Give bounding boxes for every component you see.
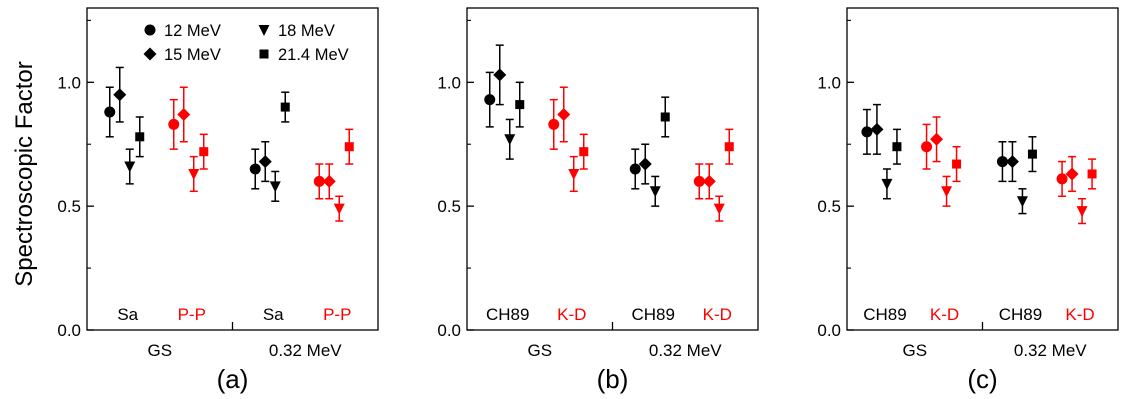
data-point bbox=[693, 175, 705, 187]
data-point bbox=[548, 118, 560, 130]
data-point bbox=[870, 122, 884, 136]
y-tick-label: 0.0 bbox=[57, 321, 81, 340]
y-tick-label: 1.0 bbox=[57, 73, 81, 92]
data-point bbox=[1027, 149, 1037, 159]
x-group-label: 0.32 MeV bbox=[1014, 341, 1087, 360]
legend-marker bbox=[144, 24, 156, 36]
data-point bbox=[177, 108, 191, 122]
data-point bbox=[649, 186, 661, 198]
data-point bbox=[930, 132, 944, 146]
y-tick-label: 0.5 bbox=[57, 197, 81, 216]
data-point bbox=[557, 108, 571, 122]
y-tick-label: 1.0 bbox=[437, 73, 461, 92]
data-point bbox=[1087, 169, 1097, 179]
data-point bbox=[892, 142, 902, 152]
method-label: CH89 bbox=[486, 305, 529, 324]
data-point bbox=[258, 155, 272, 169]
panel-0: 0.0 0.5 1.0 GS Sa P-P 0.32 MeV Sa P-P (a) bbox=[57, 7, 379, 394]
legend-label: 21.4 MeV bbox=[278, 46, 349, 64]
data-point bbox=[269, 181, 281, 193]
data-point bbox=[504, 134, 516, 146]
data-point bbox=[702, 174, 716, 188]
method-label: K-D bbox=[1065, 305, 1094, 324]
legend-marker bbox=[259, 49, 269, 59]
y-axis-label: Spectroscopic Factor bbox=[11, 61, 38, 286]
data-point bbox=[629, 163, 641, 175]
data-point bbox=[638, 157, 652, 171]
legend-label: 15 MeV bbox=[164, 46, 221, 64]
legend-marker bbox=[143, 47, 157, 61]
legend-label: 18 MeV bbox=[278, 22, 335, 40]
x-group-label: GS bbox=[147, 341, 172, 360]
data-point bbox=[1076, 206, 1088, 218]
method-label: K-D bbox=[557, 305, 586, 324]
data-point bbox=[1016, 196, 1028, 208]
method-label: Sa bbox=[117, 305, 138, 324]
legend: 12 MeV 15 MeV 18 MeV 21.4 MeV bbox=[143, 22, 349, 64]
x-group-label: 0.32 MeV bbox=[649, 341, 722, 360]
panel-1: 0.0 0.5 1.0 GS CH89 K-D 0.32 MeV CH89 K-D (b) bbox=[437, 7, 759, 394]
data-point bbox=[921, 141, 933, 153]
y-tick-label: 0.0 bbox=[817, 321, 841, 340]
data-point bbox=[104, 106, 116, 118]
data-point bbox=[124, 161, 136, 173]
data-point bbox=[199, 147, 209, 157]
data-point bbox=[344, 142, 354, 152]
x-group-label: 0.32 MeV bbox=[269, 341, 342, 360]
method-label: CH89 bbox=[632, 305, 675, 324]
legend-marker bbox=[258, 25, 270, 36]
data-point bbox=[568, 168, 580, 180]
y-tick-label: 0.0 bbox=[437, 321, 461, 340]
panel-label: (a) bbox=[217, 364, 249, 394]
data-point bbox=[861, 126, 873, 138]
data-point bbox=[484, 94, 496, 106]
data-point bbox=[660, 112, 670, 122]
method-label: K-D bbox=[930, 305, 959, 324]
data-point bbox=[996, 156, 1008, 168]
legend-label: 12 MeV bbox=[164, 22, 221, 40]
method-label: Sa bbox=[263, 305, 284, 324]
data-point bbox=[493, 68, 507, 82]
data-point bbox=[1065, 167, 1079, 181]
data-point bbox=[135, 132, 145, 142]
x-group-label: GS bbox=[902, 341, 927, 360]
y-tick-label: 0.5 bbox=[437, 197, 461, 216]
x-group-label: GS bbox=[527, 341, 552, 360]
data-point bbox=[313, 175, 325, 187]
data-point bbox=[952, 159, 962, 169]
method-label: CH89 bbox=[863, 305, 906, 324]
method-label: P-P bbox=[323, 305, 351, 324]
data-point bbox=[1056, 173, 1068, 185]
method-label: P-P bbox=[178, 305, 206, 324]
data-point bbox=[249, 163, 261, 175]
y-tick-label: 1.0 bbox=[817, 73, 841, 92]
y-tick-label: 0.5 bbox=[817, 197, 841, 216]
panel-2: 0.0 0.5 1.0 GS CH89 K-D 0.32 MeV CH89 K-D (c) bbox=[817, 7, 1119, 394]
method-label: CH89 bbox=[999, 305, 1042, 324]
data-point bbox=[168, 118, 180, 130]
panel-label: (b) bbox=[597, 364, 629, 394]
data-point bbox=[515, 100, 525, 110]
panel-frame bbox=[466, 7, 759, 331]
data-point bbox=[113, 88, 127, 102]
data-point bbox=[322, 174, 336, 188]
data-point bbox=[941, 186, 953, 198]
panel-label: (c) bbox=[967, 364, 997, 394]
data-point bbox=[188, 168, 200, 180]
data-point bbox=[1005, 155, 1019, 169]
data-point bbox=[713, 203, 725, 215]
data-point bbox=[881, 178, 893, 190]
method-label: K-D bbox=[703, 305, 732, 324]
data-point bbox=[724, 142, 734, 152]
data-point bbox=[579, 147, 589, 157]
data-point bbox=[333, 203, 345, 215]
data-point bbox=[280, 102, 290, 112]
